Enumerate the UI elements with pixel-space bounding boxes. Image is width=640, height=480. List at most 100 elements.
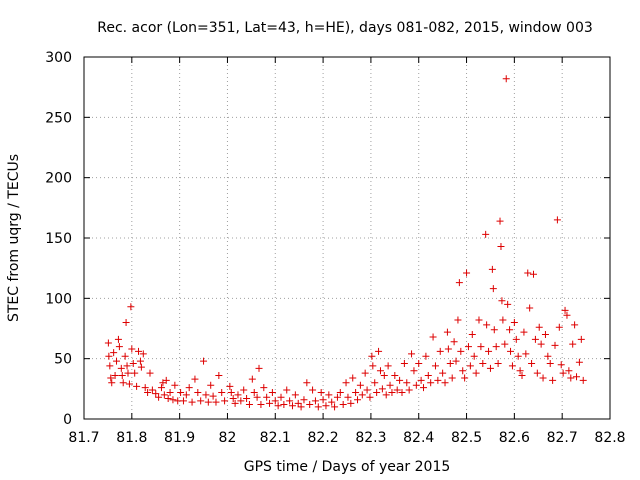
data-point: [501, 340, 509, 348]
data-point: [136, 357, 144, 365]
data-point: [468, 331, 476, 339]
data-point: [209, 392, 217, 400]
data-point: [539, 374, 547, 382]
data-point: [541, 331, 549, 339]
x-tick-label: 82.7: [547, 430, 578, 446]
data-point: [266, 399, 274, 407]
data-point: [403, 379, 411, 387]
data-point: [352, 388, 360, 396]
y-tick-label: 100: [45, 291, 72, 307]
data-point: [565, 367, 573, 375]
data-point: [237, 397, 245, 405]
data-point: [388, 388, 396, 396]
data-point: [331, 403, 339, 411]
x-tick-label: 82.8: [594, 430, 625, 446]
x-tick-label: 82.6: [499, 430, 530, 446]
data-point: [455, 279, 463, 287]
data-point: [124, 369, 132, 377]
data-point: [420, 384, 428, 392]
data-point: [319, 396, 327, 404]
data-point: [131, 369, 139, 377]
data-point: [291, 391, 299, 399]
data-point: [439, 369, 447, 377]
tick-labels: 81.7 81.8 81.9 82 82.1 82.2 82.3 82.4 82.5 82.6 82…: [45, 50, 625, 446]
data-point: [452, 357, 460, 365]
data-point: [514, 352, 522, 360]
data-point: [463, 269, 471, 277]
data-point: [396, 376, 404, 384]
data-point: [459, 367, 467, 375]
data-point: [516, 367, 524, 375]
data-point: [573, 373, 581, 381]
data-point: [369, 362, 377, 370]
data-point: [405, 386, 413, 394]
data-points: [104, 75, 587, 411]
data-point: [535, 323, 543, 331]
data-point: [148, 386, 156, 394]
x-tick-label: 82.5: [451, 430, 482, 446]
data-point: [490, 326, 498, 334]
data-point: [579, 376, 587, 384]
data-point: [559, 369, 567, 377]
data-point: [197, 397, 205, 405]
data-point: [179, 397, 187, 405]
data-point: [137, 363, 145, 371]
data-point: [475, 316, 483, 324]
data-point: [477, 343, 485, 351]
data-point: [482, 230, 490, 238]
y-tick-label: 300: [45, 50, 72, 66]
data-point: [506, 326, 514, 334]
data-point: [152, 390, 160, 398]
data-point: [188, 398, 196, 406]
data-point: [520, 328, 528, 336]
data-point: [526, 304, 534, 312]
data-point: [309, 386, 317, 394]
data-point: [344, 393, 352, 401]
data-point: [577, 335, 585, 343]
data-point: [429, 333, 437, 341]
x-tick-label: 81.9: [164, 430, 195, 446]
data-point: [508, 362, 516, 370]
data-point: [398, 388, 406, 396]
data-point: [485, 347, 493, 355]
data-point: [537, 340, 545, 348]
data-point: [117, 364, 125, 372]
data-point: [563, 311, 571, 319]
data-point: [139, 350, 147, 358]
data-point: [182, 391, 190, 399]
data-point: [354, 396, 362, 404]
data-point: [280, 401, 288, 409]
data-point: [378, 385, 386, 393]
data-point: [415, 359, 423, 367]
data-point: [294, 399, 302, 407]
data-point: [391, 372, 399, 380]
data-point: [524, 269, 532, 277]
data-point: [492, 343, 500, 351]
data-point: [498, 297, 506, 305]
data-point: [483, 321, 491, 329]
data-point: [486, 364, 494, 372]
data-point: [146, 369, 154, 377]
data-point: [393, 386, 401, 394]
data-point: [546, 359, 554, 367]
data-point: [386, 381, 394, 389]
data-point: [496, 217, 504, 225]
data-point: [431, 362, 439, 370]
data-point: [141, 384, 149, 392]
data-point: [250, 388, 258, 396]
y-tick-label: 150: [45, 231, 72, 247]
data-point: [408, 350, 416, 358]
data-point: [107, 374, 115, 382]
data-point: [194, 388, 202, 396]
data-point: [555, 323, 563, 331]
data-point: [333, 393, 341, 401]
data-point: [529, 270, 537, 278]
data-point: [231, 399, 239, 407]
data-point: [115, 343, 123, 351]
data-point: [119, 379, 127, 387]
data-point: [144, 388, 152, 396]
data-point: [303, 379, 311, 387]
data-point: [450, 338, 458, 346]
data-point: [229, 394, 237, 402]
data-point: [488, 265, 496, 273]
